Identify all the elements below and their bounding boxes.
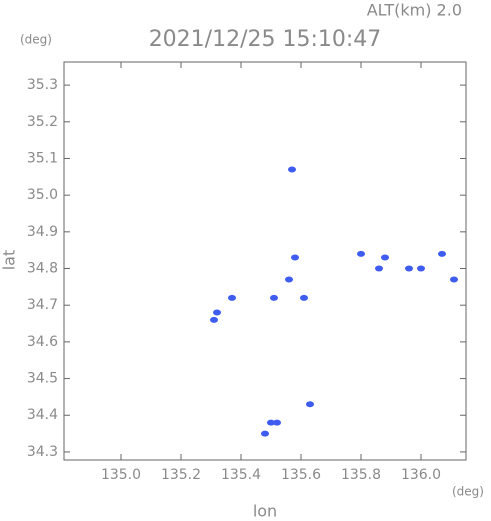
echo (288, 166, 296, 173)
x-tick-label: 135.6 (281, 467, 321, 483)
y-unit: (deg) (20, 33, 52, 47)
x-unit: (deg) (452, 485, 484, 499)
x-axis-label: lon (253, 502, 277, 521)
x-tick-label: 135.2 (161, 467, 201, 483)
y-tick-label: 34.9 (27, 224, 58, 240)
y-tick-label: 35.3 (27, 77, 58, 93)
echo (267, 419, 275, 426)
y-tick-label: 34.6 (27, 334, 58, 350)
echo (375, 265, 383, 272)
altitude-label: ALT(km) 2.0 (367, 1, 462, 20)
plot-frame (63, 61, 467, 461)
echo (285, 276, 293, 283)
y-tick-label: 35.1 (27, 150, 58, 166)
y-tick-label: 35.0 (27, 187, 58, 203)
echo (291, 254, 299, 261)
echo (228, 294, 236, 301)
y-tick-label: 34.3 (27, 444, 58, 460)
x-tick-label: 135.8 (341, 467, 381, 483)
echo (357, 250, 365, 257)
echo (273, 419, 281, 426)
echo (261, 430, 269, 437)
echo (450, 276, 458, 283)
x-tick-label: 135.4 (221, 467, 261, 483)
echo (306, 401, 314, 408)
x-tick-label: 136.0 (401, 467, 441, 483)
y-tick-label: 34.5 (27, 371, 58, 387)
echo (438, 250, 446, 257)
chart-title: 2021/12/25 15:10:47 (149, 27, 382, 52)
echo (210, 316, 218, 323)
echo (213, 309, 221, 316)
x-tick-label: 135.0 (101, 467, 141, 483)
y-tick-label: 34.4 (27, 407, 58, 423)
y-axis-label: lat (0, 250, 19, 271)
echo (417, 265, 425, 272)
echo (405, 265, 413, 272)
y-tick-label: 34.7 (27, 297, 58, 313)
y-tick-label: 35.2 (27, 114, 58, 130)
y-tick-label: 34.8 (27, 261, 58, 277)
echo (381, 254, 389, 261)
echo (300, 294, 308, 301)
echo (270, 294, 278, 301)
